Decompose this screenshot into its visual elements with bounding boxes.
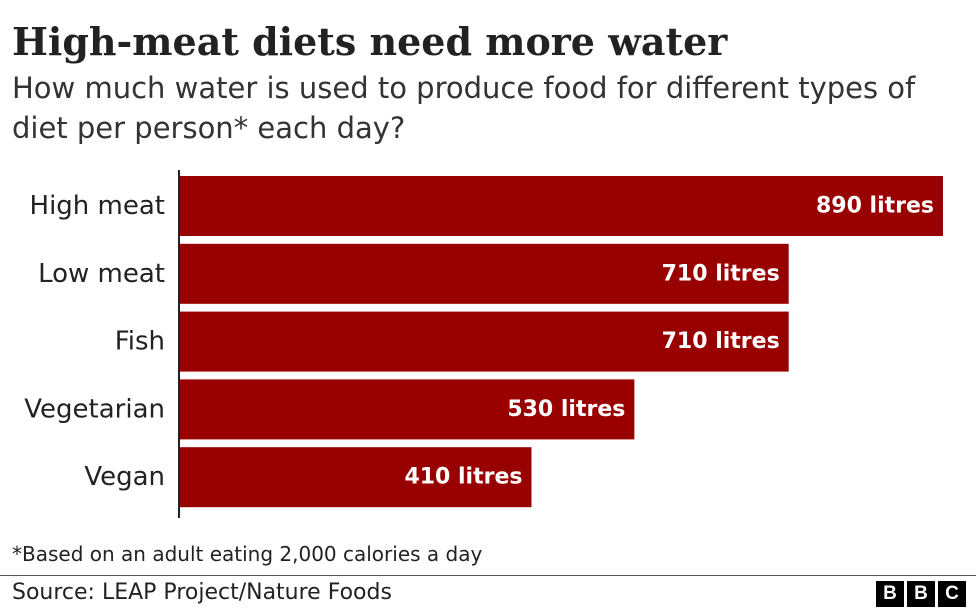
bar-chart: High meat 890 litres Low meat 710 litres Fis… (24, 170, 943, 518)
bar-high-meat (180, 176, 943, 236)
logo-letter-2: B (907, 581, 935, 607)
bar-vegetarian (180, 379, 635, 440)
bar-low-meat (180, 243, 789, 304)
source-text: Source: LEAP Project/Nature Foods (12, 580, 392, 605)
bar-value-label: 410 litres (404, 465, 522, 490)
chart-title: High-meat diets need more water (12, 19, 728, 64)
bars-group: High meat 890 litres Low meat 710 litres Fis… (24, 176, 943, 508)
bar-value-label: 710 litres (662, 261, 780, 286)
footnote: *Based on an adult eating 2,000 calories… (12, 542, 483, 566)
bar-value-label: 530 litres (507, 397, 625, 422)
bbc-logo: B B C (876, 581, 966, 607)
category-label: Fish (115, 327, 165, 357)
bar-value-label: 890 litres (816, 194, 934, 219)
logo-letter-3: C (938, 581, 966, 607)
bar-fish (180, 311, 789, 372)
category-label: Vegetarian (24, 394, 165, 424)
chart-subtitle: How much water is used to produce food f… (12, 71, 916, 145)
bar-value-label: 710 litres (662, 329, 780, 354)
category-label: Low meat (38, 259, 165, 289)
logo-letter-1: B (876, 581, 904, 607)
bar-vegan (180, 447, 532, 508)
footer-divider (0, 575, 976, 576)
category-label: High meat (30, 191, 165, 221)
category-label: Vegan (84, 462, 165, 492)
